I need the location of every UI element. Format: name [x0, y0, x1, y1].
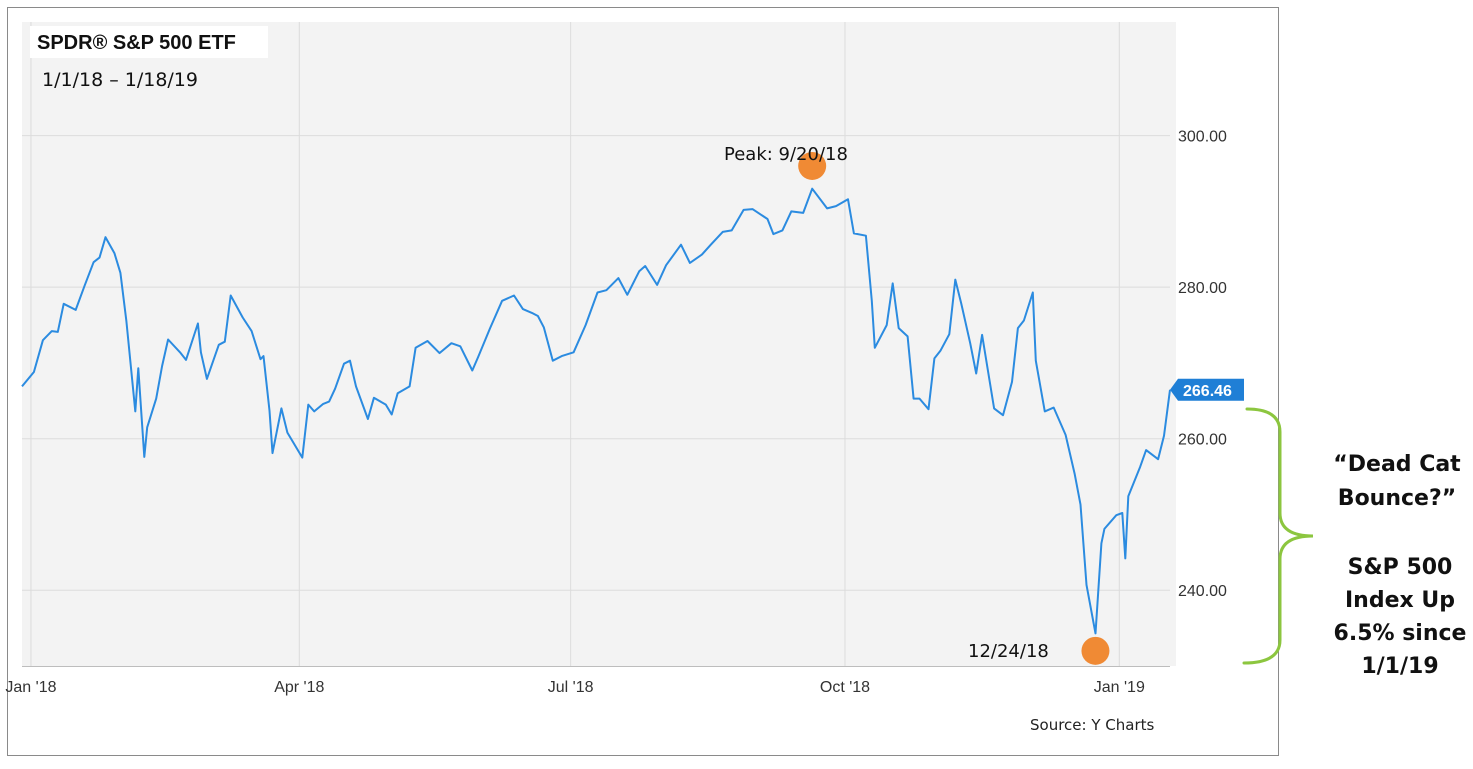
last-value-badge: 266.46 — [1170, 378, 1244, 401]
y-tick-label: 280.00 — [1178, 280, 1227, 297]
x-tick-label: Jan '19 — [1094, 679, 1145, 696]
side-note-line-4: Index Up — [1345, 588, 1455, 613]
side-note-line-3: S&P 500 — [1348, 555, 1453, 580]
date-range-label: 1/1/18 – 1/18/19 — [42, 69, 198, 91]
side-note-line-5: 6.5% since — [1334, 621, 1467, 646]
x-tick-label: Jul '18 — [548, 679, 594, 696]
plot-area — [22, 22, 1170, 666]
trough-marker — [1081, 636, 1110, 665]
gridlines — [22, 22, 1170, 666]
trough-label: 12/24/18 — [968, 641, 1049, 662]
side-note-line-6: 1/1/19 — [1361, 654, 1438, 679]
y-tick-label: 240.00 — [1178, 583, 1227, 600]
badge-arrow — [1170, 378, 1244, 401]
plot-area-right-strip — [1170, 22, 1176, 666]
y-axis: 240.00 260.00 280.00 300.00 — [1178, 129, 1227, 601]
chart-title: SPDR® S&P 500 ETF — [37, 32, 236, 54]
peak-label: Peak: 9/20/18 — [724, 144, 848, 165]
y-tick-label: 300.00 — [1178, 129, 1227, 146]
y-tick-label: 260.00 — [1178, 432, 1227, 449]
side-note: “Dead Cat Bounce?” S&P 500 Index Up 6.5%… — [1333, 452, 1466, 679]
x-tick-label: Oct '18 — [820, 679, 870, 696]
title-box — [30, 26, 268, 58]
side-note-line-2: Bounce?” — [1338, 486, 1456, 511]
x-tick-label: Apr '18 — [274, 679, 324, 696]
source-label: Source: Y Charts — [1030, 716, 1154, 734]
series-line-spy — [21, 187, 1171, 635]
x-axis: Jan '18 Apr '18 Jul '18 Oct '18 Jan '19 — [5, 679, 1145, 696]
side-note-line-1: “Dead Cat — [1333, 452, 1461, 477]
peak-marker — [798, 151, 827, 180]
x-tick-label: Jan '18 — [5, 679, 56, 696]
last-value-text: 266.46 — [1183, 383, 1232, 400]
bracket-icon — [1242, 407, 1314, 665]
